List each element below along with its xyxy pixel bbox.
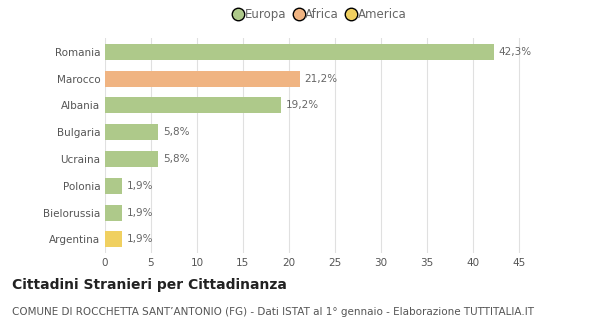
Text: COMUNE DI ROCCHETTA SANT’ANTONIO (FG) - Dati ISTAT al 1° gennaio - Elaborazione : COMUNE DI ROCCHETTA SANT’ANTONIO (FG) - … [12,307,534,317]
Bar [105,97,281,113]
Bar [105,178,122,194]
Bar [105,231,122,247]
Legend: Europa, Africa, America: Europa, Africa, America [230,4,412,26]
Bar [105,44,494,60]
Text: 5,8%: 5,8% [163,154,190,164]
Bar [105,151,158,167]
Bar [105,204,122,221]
Text: 19,2%: 19,2% [286,100,319,110]
Text: 1,9%: 1,9% [127,234,154,244]
Text: 1,9%: 1,9% [127,181,154,191]
Text: 1,9%: 1,9% [127,208,154,218]
Bar [105,70,300,87]
Text: 5,8%: 5,8% [163,127,190,137]
Text: Cittadini Stranieri per Cittadinanza: Cittadini Stranieri per Cittadinanza [12,278,287,292]
Bar [105,124,158,140]
Text: 21,2%: 21,2% [304,74,338,84]
Text: 42,3%: 42,3% [499,47,532,57]
